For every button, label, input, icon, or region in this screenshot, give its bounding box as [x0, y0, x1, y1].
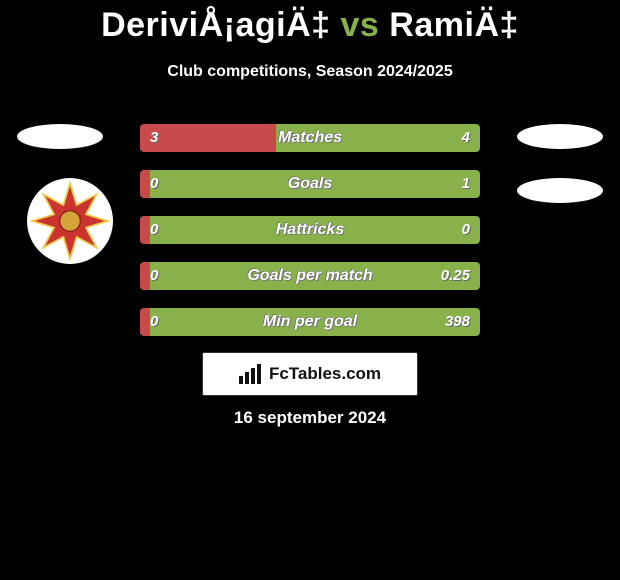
stat-row-goals-per-match: 0Goals per match0.25 [140, 262, 480, 290]
date-text: 16 september 2024 [0, 408, 620, 428]
title-vs: vs [341, 6, 380, 44]
page-title: DeriviÅ¡agiÄ‡ vs RamiÄ‡ [0, 0, 620, 45]
source-logo-text: FcTables.com [269, 364, 381, 384]
player-left-oval [17, 124, 103, 149]
bar-left-seg [140, 308, 150, 336]
bar-left-seg [140, 262, 150, 290]
bars-icon [239, 364, 263, 384]
source-logo[interactable]: FcTables.com [202, 352, 418, 396]
bar-left-seg [140, 170, 150, 198]
title-right: RamiÄ‡ [389, 6, 519, 44]
bar-right-seg [150, 308, 480, 336]
title-left: DeriviÅ¡agiÄ‡ [101, 6, 330, 44]
stat-row-min-per-goal: 0Min per goal398 [140, 308, 480, 336]
stats-card: DeriviÅ¡agiÄ‡ vs RamiÄ‡ Club competition… [0, 0, 620, 580]
club-left-badge [27, 178, 113, 264]
bar-left-seg [140, 216, 150, 244]
bar-right-seg [150, 170, 480, 198]
bar-right-seg [150, 216, 480, 244]
stat-bars: 3Matches4 0Goals1 0Hattricks0 0Goals per ma… [140, 124, 480, 354]
stat-row-goals: 0Goals1 [140, 170, 480, 198]
bar-right-seg [150, 262, 480, 290]
subtitle: Club competitions, Season 2024/2025 [0, 63, 620, 81]
club-right-oval [517, 178, 603, 203]
club-badge-icon [27, 178, 113, 264]
stat-row-hattricks: 0Hattricks0 [140, 216, 480, 244]
stat-row-matches: 3Matches4 [140, 124, 480, 152]
bar-left-seg [140, 124, 276, 152]
player-right-oval [517, 124, 603, 149]
bar-right-seg [276, 124, 480, 152]
